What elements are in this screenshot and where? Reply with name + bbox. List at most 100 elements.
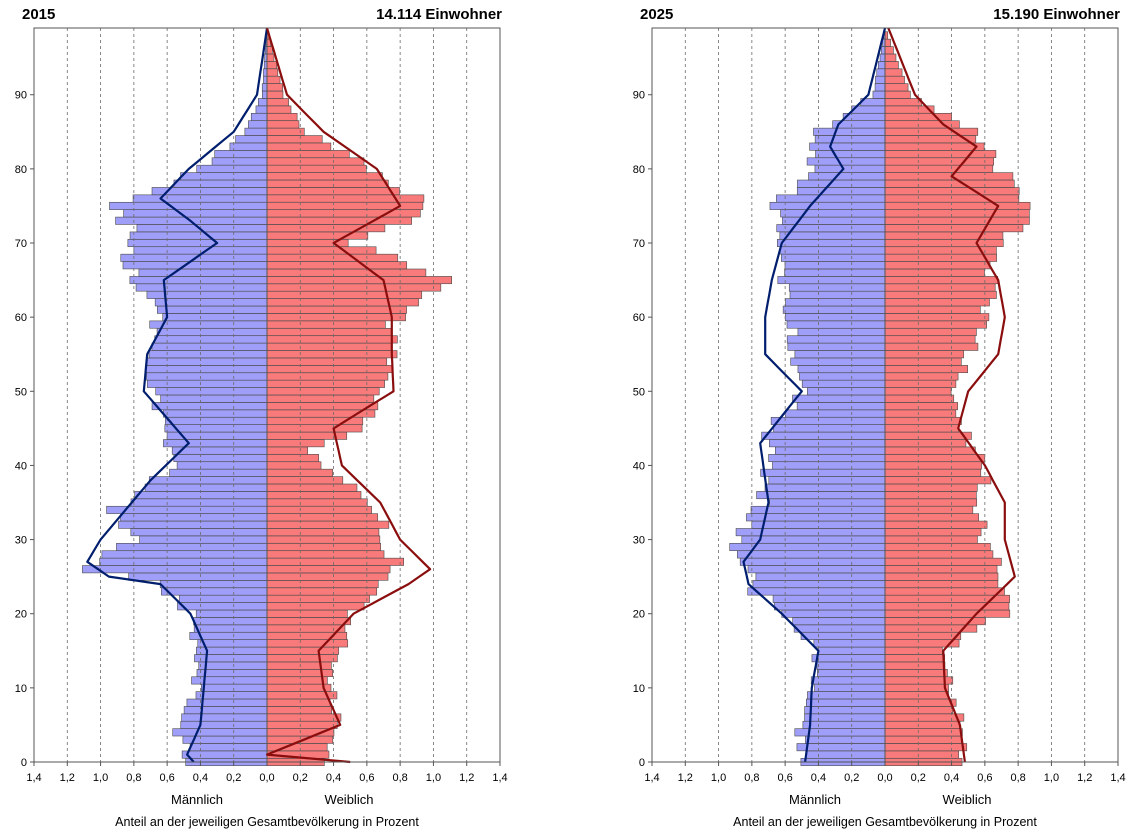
female-bar xyxy=(266,135,323,144)
y-tick-label: 40 xyxy=(15,460,27,472)
female-bar xyxy=(884,631,962,640)
female-bar xyxy=(266,402,379,411)
female-bar xyxy=(884,454,986,462)
male-bar xyxy=(768,454,886,462)
male-bar xyxy=(191,676,268,685)
female-bar xyxy=(266,646,339,655)
male-bar xyxy=(229,142,268,151)
male-bar xyxy=(134,491,268,500)
female-bar xyxy=(266,743,328,752)
male-bar xyxy=(808,172,886,181)
male-bar xyxy=(127,239,268,247)
male-bar xyxy=(162,313,268,322)
male-bar xyxy=(755,572,886,581)
male-bar xyxy=(129,231,268,240)
female-bar xyxy=(266,261,408,270)
male-bar xyxy=(786,335,886,344)
female-bar xyxy=(266,461,322,470)
male-bar xyxy=(211,157,268,166)
male-bar xyxy=(147,379,268,388)
female-bar xyxy=(266,676,328,685)
male-bar xyxy=(801,379,886,388)
female-bar xyxy=(266,713,342,722)
female-bar xyxy=(884,394,955,403)
x-tick-label: 0,4 xyxy=(944,772,959,784)
male-bar xyxy=(792,617,886,626)
y-tick-label: 60 xyxy=(15,312,27,324)
male-bar xyxy=(760,468,886,477)
chart-population: 15.190 Einwohner xyxy=(993,6,1120,23)
female-bar xyxy=(884,75,905,84)
female-bar xyxy=(266,498,368,507)
female-bar xyxy=(884,424,959,433)
female-bar xyxy=(266,120,300,129)
male-bar xyxy=(154,335,268,344)
x-tick-label: 0,4 xyxy=(326,772,341,784)
female-bar xyxy=(266,68,279,77)
male-bar xyxy=(195,609,268,618)
x-tick-label: 0,6 xyxy=(159,772,174,784)
female-bar xyxy=(266,98,289,107)
female-bar xyxy=(266,505,372,514)
female-bar xyxy=(884,98,922,107)
x-tick-label: 0,2 xyxy=(844,772,859,784)
y-tick-label: 20 xyxy=(633,609,645,621)
y-tick-label: 0 xyxy=(639,757,645,769)
male-bar xyxy=(120,513,268,522)
female-bar xyxy=(884,468,982,477)
male-bar xyxy=(106,505,268,514)
female-comparison-line xyxy=(887,27,1016,763)
male-bar xyxy=(248,120,268,129)
male-bar xyxy=(157,305,268,314)
male-bar xyxy=(764,483,886,492)
male-comparison-line xyxy=(86,27,269,763)
male-bar xyxy=(180,172,268,181)
female-bar xyxy=(884,505,974,514)
female-bar xyxy=(884,483,978,492)
female-bar xyxy=(884,535,978,544)
x-tick-label: 0,8 xyxy=(1010,772,1025,784)
x-tick-label: 1,4 xyxy=(644,772,659,784)
female-bar xyxy=(266,142,332,151)
y-tick-label: 80 xyxy=(633,164,645,176)
male-bar xyxy=(122,261,268,270)
female-bar xyxy=(884,276,999,285)
female-bar xyxy=(884,372,959,381)
female-bar xyxy=(266,342,393,351)
female-bar xyxy=(884,580,999,589)
female-bar xyxy=(884,572,999,581)
male-bar xyxy=(261,83,268,92)
male-bar xyxy=(164,424,268,433)
male-bar xyxy=(815,150,886,159)
female-bar xyxy=(884,83,909,92)
female-bar xyxy=(266,587,378,596)
male-bar xyxy=(756,491,886,500)
male-bar xyxy=(172,728,268,737)
female-bar xyxy=(884,513,979,522)
male-bar xyxy=(155,387,268,396)
male-bar xyxy=(804,713,886,722)
x-tick-label: 0,6 xyxy=(977,772,992,784)
female-bar xyxy=(884,201,1031,210)
male-bar xyxy=(769,498,886,507)
female-bar xyxy=(884,379,957,388)
female-bar xyxy=(266,572,389,581)
female-bar xyxy=(884,528,982,537)
female-bar xyxy=(884,46,894,55)
male-bar xyxy=(746,513,886,522)
female-bar xyxy=(884,683,949,692)
male-bar xyxy=(195,691,268,700)
x-tick-label: 1,0 xyxy=(93,772,108,784)
male-bar xyxy=(872,90,886,99)
male-bar xyxy=(774,602,886,611)
male-bar xyxy=(779,231,886,240)
female-bar xyxy=(266,305,407,314)
female-bar xyxy=(884,461,982,470)
female-bar xyxy=(266,394,375,403)
female-bar xyxy=(884,328,977,336)
male-bar xyxy=(250,112,268,121)
female-bar xyxy=(266,127,305,136)
male-bar xyxy=(750,505,886,514)
x-tick-label: 0,6 xyxy=(359,772,374,784)
male-comparison-line xyxy=(742,27,887,763)
